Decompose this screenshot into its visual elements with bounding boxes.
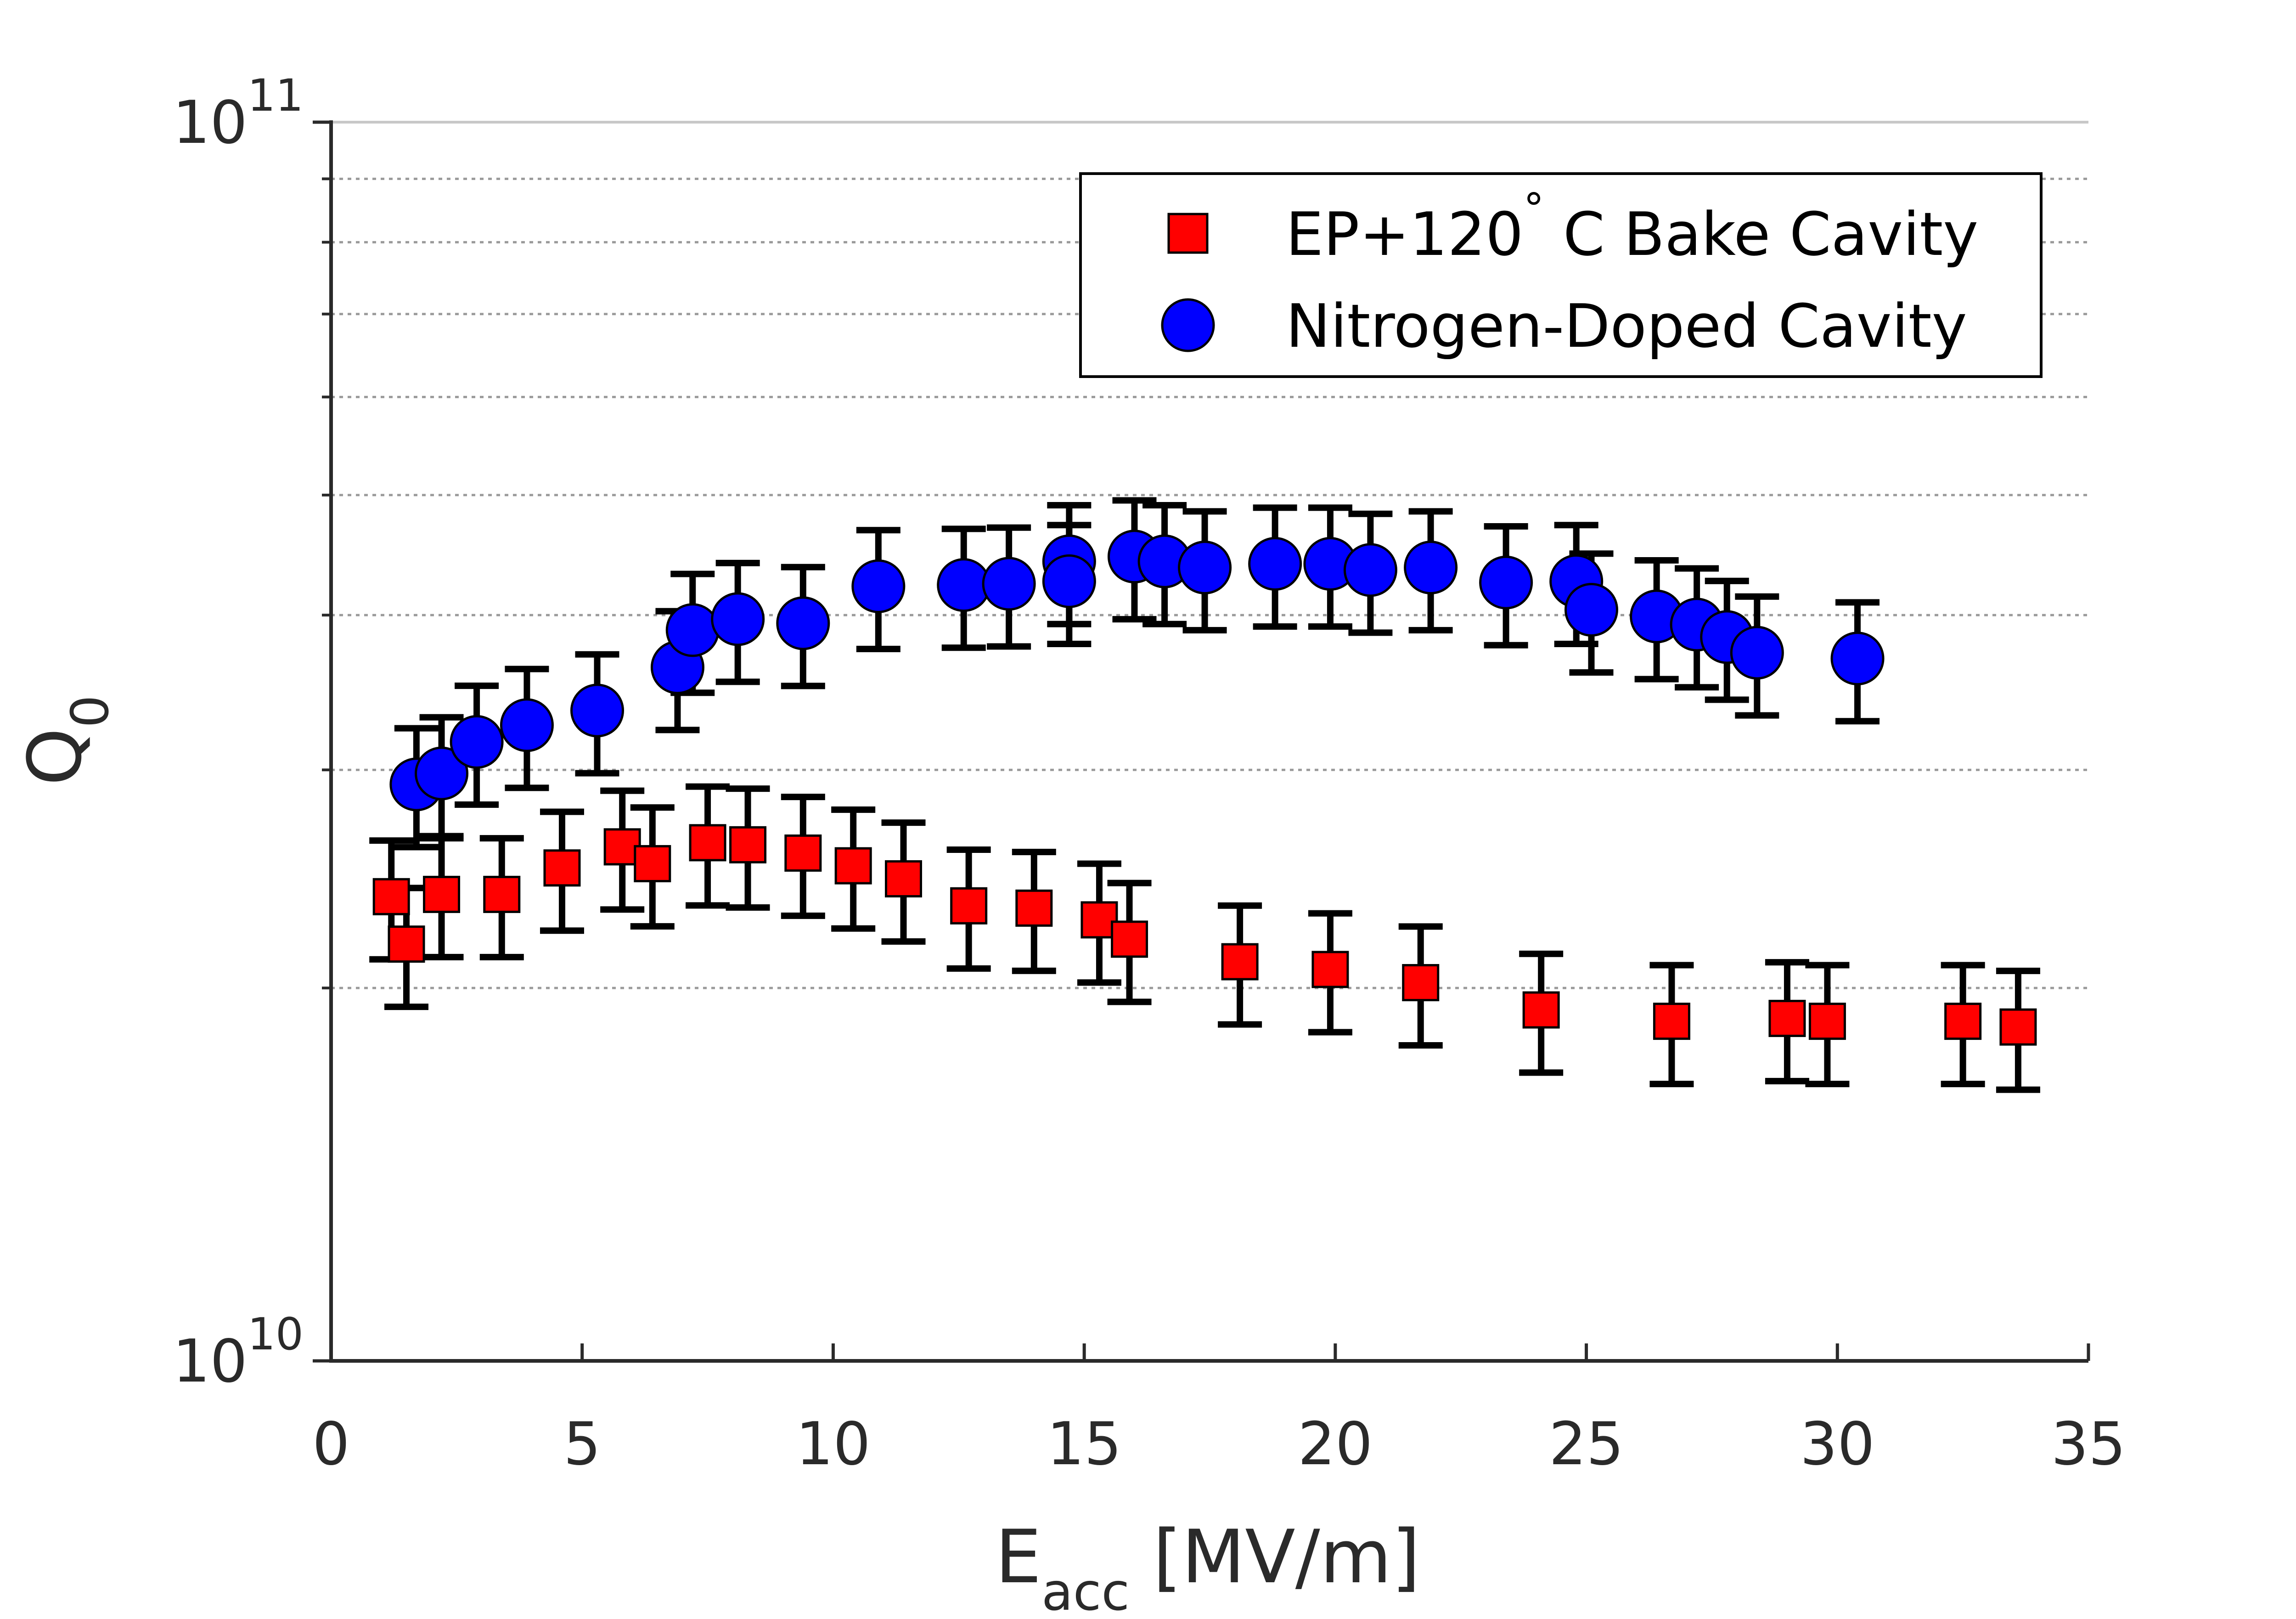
y-ticks: 1010 1011 (173, 70, 331, 1396)
x-axis-label: Eacc [MV/m] (995, 1514, 1420, 1619)
x-tick-label: 25 (1549, 1410, 1624, 1478)
x-tick-label: 5 (563, 1410, 601, 1478)
data-point-ep-bake (1653, 1003, 1690, 1040)
data-point-nitrogen-doped (1343, 543, 1397, 597)
data-point-ep-bake (885, 860, 923, 897)
data-point-ep-bake (1015, 889, 1053, 927)
x-tick-label: 20 (1298, 1410, 1373, 1478)
data-point-nitrogen-doped (665, 603, 720, 657)
data-point-nitrogen-doped (711, 592, 765, 646)
data-point-ep-bake (372, 878, 410, 915)
x-ticks: 0 5 10 15 20 25 30 35 (312, 1343, 2126, 1478)
legend-label-ep-bake: EP+120° C Bake Cavity (1286, 185, 1978, 269)
axes (329, 120, 2088, 1363)
data-point-ep-bake (834, 847, 872, 885)
data-point-nitrogen-doped (570, 683, 625, 738)
data-point-nitrogen-doped (1178, 541, 1232, 595)
data-point-nitrogen-doped (450, 715, 504, 769)
legend-box (1079, 172, 2043, 378)
y-tick-label: 1010 (173, 1309, 304, 1396)
data-point-ep-bake (1944, 1003, 1982, 1040)
legend-degree: ° (1524, 185, 1544, 233)
x-tick-label: 30 (1800, 1410, 1875, 1478)
y-tick-label: 1011 (173, 70, 304, 157)
data-point-nitrogen-doped (851, 559, 906, 614)
data-point-ep-bake (388, 925, 425, 963)
legend-marker-circle (1161, 298, 1215, 352)
data-point-ep-bake (1311, 951, 1349, 988)
data-point-ep-bake (543, 849, 581, 887)
data-point-nitrogen-doped (776, 596, 830, 650)
x-tick-label: 15 (1047, 1410, 1122, 1478)
markers (372, 530, 2037, 1046)
x-tick-label: 35 (2051, 1410, 2126, 1478)
data-point-nitrogen-doped (982, 557, 1036, 611)
data-point-nitrogen-doped (1479, 555, 1533, 609)
data-point-ep-bake (1221, 943, 1259, 981)
data-point-ep-bake (1999, 1008, 2037, 1046)
x-axis-label-subscript: acc (1041, 1563, 1130, 1619)
data-point-ep-bake (423, 875, 461, 913)
data-point-ep-bake (1808, 1003, 1846, 1040)
data-point-nitrogen-doped (1564, 583, 1619, 637)
data-point-ep-bake (729, 826, 767, 863)
data-point-ep-bake (1402, 964, 1440, 1001)
data-point-nitrogen-doped (1404, 541, 1458, 595)
data-point-ep-bake (1111, 920, 1148, 958)
legend: EP+120° C Bake Cavity Nitrogen-Doped Cav… (1079, 172, 2043, 378)
data-point-nitrogen-doped (1248, 537, 1302, 591)
x-tick-label: 0 (312, 1410, 349, 1478)
data-point-nitrogen-doped (500, 698, 554, 752)
y-axis-label-subscript: 0 (61, 695, 120, 728)
data-point-ep-bake (784, 834, 822, 872)
data-point-ep-bake (1522, 991, 1560, 1029)
x-axis-label-units: [MV/m] (1130, 1514, 1420, 1600)
data-point-ep-bake (689, 824, 726, 862)
x-tick-label: 10 (796, 1410, 871, 1478)
data-point-nitrogen-doped (1730, 626, 1784, 680)
data-point-nitrogen-doped (415, 746, 469, 801)
data-point-nitrogen-doped (1042, 554, 1096, 608)
data-point-nitrogen-doped (1830, 632, 1885, 686)
data-point-ep-bake (950, 887, 988, 925)
legend-marker-square (1167, 213, 1209, 254)
data-point-ep-bake (634, 845, 671, 882)
data-point-ep-bake (1768, 999, 1806, 1037)
y-axis-label: Q0 (12, 695, 120, 785)
data-point-nitrogen-doped (937, 558, 991, 612)
legend-label-nitrogen-doped: Nitrogen-Doped Cavity (1286, 291, 1967, 361)
data-point-ep-bake (483, 875, 521, 913)
